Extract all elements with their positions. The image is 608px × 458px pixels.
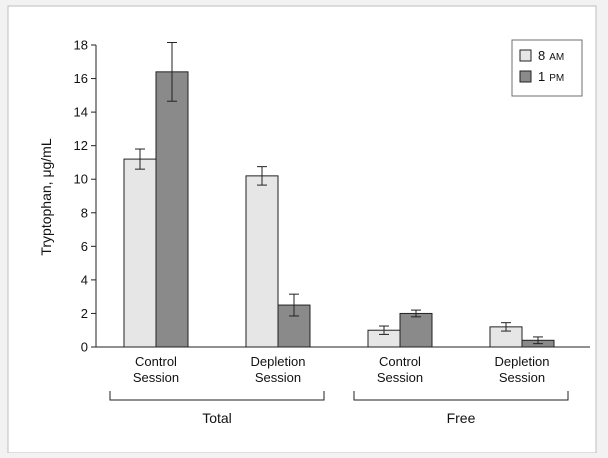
legend: 8 AM 1 PM [511, 39, 583, 97]
legend-label-8am: 8 AM [538, 48, 564, 63]
bar-8am [245, 175, 279, 348]
category-label: Control [135, 354, 177, 369]
category-label: Session [377, 370, 423, 385]
y-tick-label: 10 [74, 172, 88, 187]
figure-frame [7, 5, 597, 454]
error-bars [135, 41, 543, 345]
category-label: Session [499, 370, 545, 385]
category-label: Session [255, 370, 301, 385]
category-label: Depletion [251, 354, 306, 369]
y-tick-label: 16 [74, 71, 88, 86]
y-tick-label: 0 [81, 340, 88, 355]
bar-8am [123, 158, 157, 348]
legend-frame [511, 39, 583, 97]
legend-swatch-8am [519, 49, 532, 62]
y-tick-label: 8 [81, 205, 88, 220]
group-label: Total [202, 410, 232, 426]
bar-1pm [155, 71, 189, 348]
y-tick-label: 18 [74, 38, 88, 53]
legend-swatch-1pm [519, 70, 532, 83]
y-tick-label: 4 [81, 272, 88, 287]
bars [123, 71, 555, 348]
y-tick-label: 6 [81, 239, 88, 254]
group-bracket [353, 391, 569, 401]
category-label: Depletion [495, 354, 550, 369]
y-tick-label: 12 [74, 138, 88, 153]
y-axis-title: Tryptophan, μg/mL [38, 138, 54, 255]
y-tick-label: 14 [74, 105, 88, 120]
category-labels: ControlSessionDepletionSessionControlSes… [109, 354, 569, 426]
category-label: Control [379, 354, 421, 369]
group-label: Free [447, 410, 476, 426]
y-tick-label: 2 [81, 306, 88, 321]
bar-1pm [399, 312, 433, 348]
legend-label-1pm: 1 PM [538, 69, 564, 84]
group-bracket [109, 391, 325, 401]
category-label: Session [133, 370, 179, 385]
